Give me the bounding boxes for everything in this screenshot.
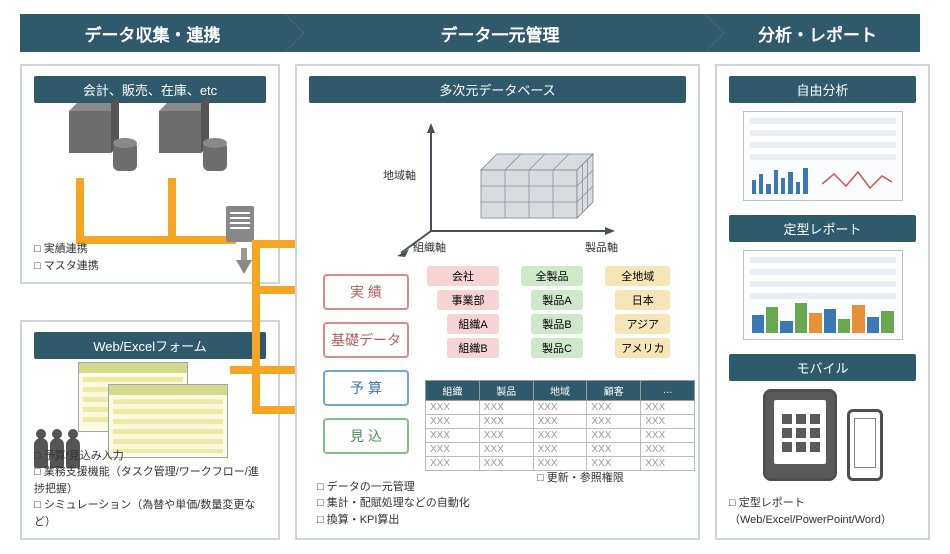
tree-node: アメリカ: [615, 338, 670, 358]
connector: [252, 366, 260, 414]
check-item: 予算/見込み入力: [34, 448, 266, 465]
tree-node: 事業部: [437, 290, 499, 310]
tree-node: 組織B: [447, 338, 499, 358]
tree-node: 全製品: [521, 266, 583, 286]
check-item: シミュレーション（為替や単価/数量変更など）: [34, 497, 266, 530]
phone-icon: [847, 409, 883, 481]
type-budget: 予 算: [323, 370, 409, 406]
stage-report: 分析・レポート: [705, 14, 920, 52]
check-item: 業務支援機能（タスク管理/ワークフロー/進捗把握）: [34, 464, 266, 497]
tree-region: 全地域 日本 アジア アメリカ: [605, 266, 670, 358]
type-master: 基礎データ: [323, 322, 409, 358]
stage-collect: データ収集・連携: [20, 14, 285, 52]
tablet-icon: [763, 389, 837, 481]
tree-org: 会社 事業部 組織A 組織B: [427, 266, 499, 358]
check-item: データの一元管理: [317, 479, 517, 496]
manage-checklist-right: 更新・参照権限: [537, 470, 624, 487]
forms-title: Web/Excelフォーム: [34, 332, 266, 359]
dimension-trees: 会社 事業部 組織A 組織B 全製品 製品A 製品B 製品C 全地域 日本 アジ…: [427, 266, 670, 358]
panel-analysis-report: 自由分析 定型レポート モバイル 定型レポート（Web/Excel/PowerP…: [715, 64, 930, 540]
data-type-list: 実 績 基礎データ 予 算 見 込: [315, 274, 409, 454]
report-fixed-title: 定型レポート: [729, 215, 916, 242]
down-arrow-icon: [236, 248, 252, 274]
cube-title: 多次元データベース: [309, 76, 686, 103]
manage-checklist-left: データの一元管理 集計・配賦処理などの自動化 換算・KPI算出: [317, 479, 517, 529]
fixed-report-thumb: [743, 250, 903, 340]
check-item: 定型レポート（Web/Excel/PowerPoint/Word）: [729, 495, 916, 528]
check-item: 換算・KPI算出: [317, 512, 517, 529]
fact-table: 組織製品地域顧客…XXXXXXXXXXXXXXXXXXXXXXXXXXXXXXX…: [425, 380, 695, 471]
axis-label-region: 地域軸: [383, 167, 416, 183]
axis-label-product: 製品軸: [585, 239, 618, 255]
tree-node: 全地域: [605, 266, 670, 286]
olap-cube-diagram: 地域軸 組織軸 製品軸: [309, 111, 686, 261]
mobile-devices-icon: [729, 389, 916, 481]
server-icon: [159, 111, 231, 171]
sources-checklist: 実績連携 マスタ連携: [34, 241, 99, 274]
tree-node: 製品A: [531, 290, 583, 310]
check-item: マスタ連携: [34, 258, 99, 275]
check-item: 集計・配賦処理などの自動化: [317, 495, 517, 512]
check-item: 実績連携: [34, 241, 99, 258]
report-checklist: 定型レポート（Web/Excel/PowerPoint/Word）: [729, 495, 916, 528]
free-analysis-thumb: [743, 111, 903, 201]
tree-node: アジア: [615, 314, 670, 334]
cube-icon: [459, 146, 599, 226]
type-forecast: 見 込: [323, 418, 409, 454]
tree-node: 会社: [427, 266, 499, 286]
stage-bar: データ収集・連携 データ一元管理 分析・レポート: [20, 14, 930, 52]
tree-node: 日本: [615, 290, 670, 310]
connector: [76, 236, 236, 244]
connector: [168, 178, 176, 236]
tree-node: 製品B: [531, 314, 583, 334]
stage-manage: データ一元管理: [285, 14, 705, 52]
server-icon: [69, 111, 141, 171]
check-item: 更新・参照権限: [537, 470, 624, 487]
sources-title: 会計、販売、在庫、etc: [34, 76, 266, 103]
report-mobile-title: モバイル: [729, 354, 916, 381]
document-icon: [226, 206, 254, 242]
tree-node: 製品C: [531, 338, 583, 358]
tree-product: 全製品 製品A 製品B 製品C: [521, 266, 583, 358]
forms-checklist: 予算/見込み入力 業務支援機能（タスク管理/ワークフロー/進捗把握） シミュレー…: [34, 448, 266, 531]
panel-unified-management: 多次元データベース 地域軸 組織軸 製品軸: [295, 64, 700, 540]
server-icons: [34, 111, 266, 171]
tree-node: 組織A: [447, 314, 499, 334]
panel-forms-input: Web/Excelフォーム 予算/見込み入力 業務支援機能（タスク管理/ワークフ…: [20, 320, 280, 540]
panel-data-sources: 会計、販売、在庫、etc 実績連携 マスタ連携: [20, 64, 280, 284]
connector: [76, 178, 84, 236]
report-free-title: 自由分析: [729, 76, 916, 103]
axis-label-org: 組織軸: [413, 239, 446, 255]
type-actual: 実 績: [323, 274, 409, 310]
